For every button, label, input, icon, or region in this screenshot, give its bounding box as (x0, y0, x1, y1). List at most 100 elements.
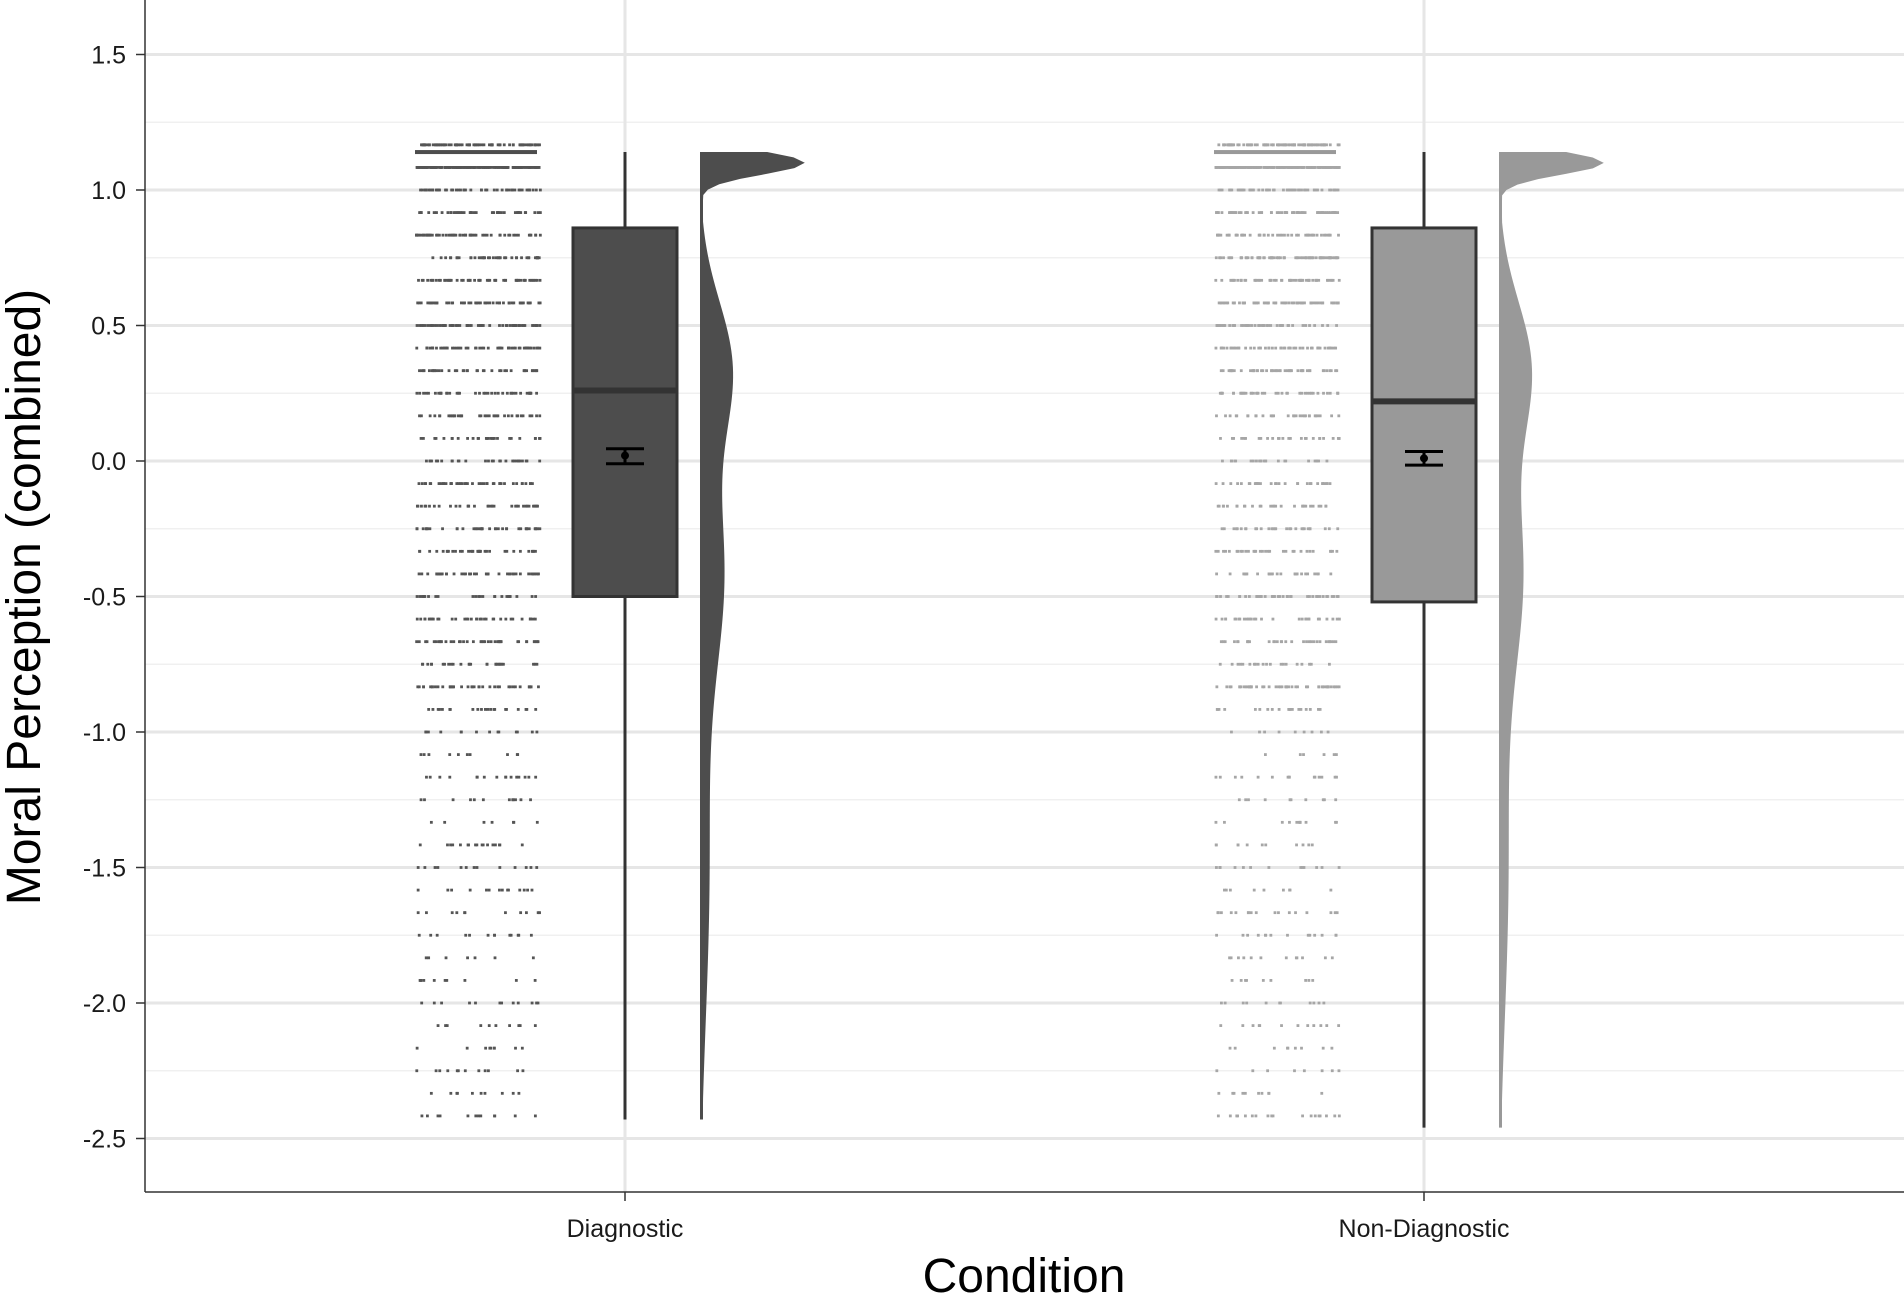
data-point (1272, 256, 1276, 260)
data-point (1217, 143, 1221, 147)
data-point (473, 572, 476, 576)
data-point (462, 572, 466, 576)
data-point (1316, 572, 1319, 576)
data-point (498, 459, 502, 463)
data-point (494, 256, 498, 260)
data-point (1260, 391, 1264, 395)
data-point (466, 482, 469, 485)
data-point (415, 391, 419, 395)
data-point (449, 640, 453, 644)
data-point (416, 911, 420, 915)
data-point (424, 391, 428, 395)
data-point (437, 391, 441, 395)
data-point (1325, 595, 1329, 598)
data-point (1295, 662, 1299, 666)
data-point (447, 414, 451, 418)
data-point (516, 1069, 519, 1073)
data-point (1276, 459, 1280, 463)
data-point (1236, 640, 1239, 644)
data-point (1283, 233, 1286, 237)
data-point (430, 369, 434, 373)
data-point (1306, 595, 1309, 598)
data-point (1328, 346, 1332, 350)
data-point (483, 414, 487, 418)
data-point (528, 278, 532, 282)
data-point (502, 143, 506, 147)
data-point (1332, 595, 1336, 598)
data-point (515, 256, 518, 260)
data-point (1261, 414, 1265, 418)
data-point (476, 324, 480, 327)
data-point (431, 143, 435, 147)
data-point (514, 324, 518, 327)
data-point (420, 504, 423, 508)
data-point (483, 1091, 487, 1095)
data-point (1328, 233, 1332, 237)
data-point (1284, 549, 1288, 553)
data-point (1242, 143, 1246, 147)
data-point (1297, 820, 1301, 824)
data-point (442, 143, 446, 147)
data-point (498, 233, 502, 237)
raw-points (415, 143, 1341, 1118)
data-point (507, 301, 511, 305)
data-point (1279, 572, 1283, 576)
data-point (1221, 369, 1225, 373)
data-point (1320, 211, 1324, 214)
data-point (1320, 233, 1323, 237)
data-point (498, 640, 502, 644)
data-point (1331, 437, 1335, 440)
data-point (1255, 369, 1259, 373)
data-point (468, 233, 472, 237)
data-point (528, 301, 531, 305)
data-point (427, 753, 431, 756)
data-point (516, 233, 520, 237)
data-point (1274, 391, 1278, 395)
data-point (506, 572, 509, 576)
data-point (473, 278, 477, 282)
data-point (452, 640, 456, 644)
data-point (419, 753, 423, 756)
data-point (480, 188, 483, 192)
data-point (1214, 549, 1218, 553)
data-point (1304, 437, 1308, 440)
data-point (469, 662, 473, 666)
data-point (447, 233, 451, 237)
data-point (1311, 549, 1315, 553)
data-point (1308, 482, 1312, 485)
data-point (1311, 504, 1315, 508)
data-point (1295, 843, 1298, 847)
data-point (1285, 595, 1289, 598)
data-point (481, 843, 485, 847)
data-point (448, 391, 452, 395)
data-point (1264, 843, 1268, 847)
data-point (513, 1114, 517, 1118)
data-point (1238, 301, 1241, 305)
data-point (462, 188, 466, 192)
data-point (1262, 143, 1266, 147)
data-point (1266, 1069, 1270, 1073)
data-point (1214, 843, 1218, 847)
data-point (1318, 256, 1322, 260)
data-point (420, 482, 424, 485)
data-point (464, 166, 468, 169)
data-point (1275, 572, 1279, 576)
data-point (474, 233, 478, 237)
data-point (1318, 414, 1322, 418)
data-point (469, 211, 473, 214)
data-point (484, 166, 488, 169)
data-point (1220, 324, 1223, 327)
data-point (452, 166, 455, 169)
data-point (492, 188, 496, 192)
data-point (1254, 549, 1258, 553)
data-point (1262, 685, 1266, 689)
data-point (1264, 933, 1267, 937)
data-point (420, 1001, 424, 1005)
data-point (1275, 640, 1279, 644)
data-point (515, 753, 519, 756)
data-point (533, 640, 536, 644)
data-point (1296, 685, 1299, 689)
data-point (435, 301, 439, 305)
data-point (469, 617, 473, 621)
data-point (1253, 143, 1257, 147)
